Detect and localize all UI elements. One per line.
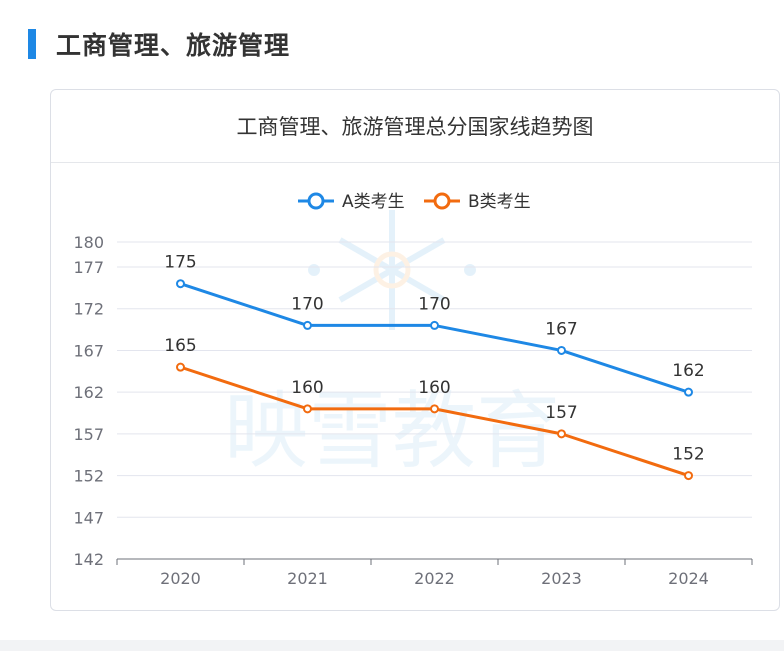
legend-label: A类考生 — [342, 192, 405, 212]
data-label: 152 — [672, 445, 704, 465]
legend: A类考生 B类考生 — [298, 192, 531, 212]
x-tick-label: 2022 — [414, 569, 455, 588]
x-tick-label: 2024 — [668, 569, 709, 588]
section-accent-bar — [28, 29, 36, 59]
x-tick-label: 2021 — [287, 569, 328, 588]
series — [176, 279, 693, 481]
section-title: 工商管理、旅游管理 — [56, 31, 291, 60]
data-point — [557, 429, 566, 439]
data-point — [430, 320, 439, 330]
data-label: 170 — [291, 294, 323, 314]
watermark: 映雪教育 — [224, 210, 560, 480]
y-tick-label: 172 — [73, 300, 104, 319]
data-label: 160 — [291, 378, 323, 398]
axes: 142 147 152 157 162 167 172 177 180 2020 2021 2022 2… — [73, 233, 753, 588]
data-label: 175 — [164, 253, 196, 273]
y-tick-label: 152 — [73, 467, 104, 486]
data-point — [303, 320, 312, 330]
data-point — [176, 279, 185, 289]
y-tick-label: 177 — [73, 258, 104, 277]
x-tick-label: 2023 — [541, 569, 582, 588]
y-tick-label: 167 — [73, 341, 104, 360]
legend-marker — [433, 192, 451, 210]
data-point — [176, 362, 185, 372]
legend-label: B类考生 — [468, 192, 531, 212]
x-tick-label: 2020 — [160, 569, 201, 588]
data-label: 165 — [164, 336, 196, 356]
legend-marker — [307, 192, 325, 210]
data-label: 162 — [672, 361, 704, 381]
y-tick-label: 142 — [73, 550, 104, 569]
grid — [117, 241, 752, 518]
y-tick-label: 157 — [73, 425, 104, 444]
y-tick-label: 147 — [73, 508, 104, 527]
data-point — [684, 471, 693, 481]
data-point — [303, 404, 312, 414]
data-point — [430, 404, 439, 414]
snowflake-logo-icon — [308, 210, 476, 330]
y-tick-label: 180 — [73, 233, 104, 252]
data-label: 160 — [418, 378, 450, 398]
y-tick-label: 162 — [73, 383, 104, 402]
data-point — [684, 387, 693, 397]
chart-title: 工商管理、旅游管理总分国家线趋势图 — [236, 115, 594, 139]
data-label: 157 — [545, 403, 577, 423]
data-labels: 175 170 170 167 162 165 160 160 157 152 — [164, 253, 704, 465]
data-label: 167 — [545, 319, 577, 339]
data-label: 170 — [418, 294, 450, 314]
chart-card-header: 工商管理、旅游管理总分国家线趋势图 — [51, 90, 779, 163]
page-bottom-strip — [0, 640, 784, 651]
section-header: 工商管理、旅游管理 — [28, 22, 290, 66]
data-point — [557, 345, 566, 355]
